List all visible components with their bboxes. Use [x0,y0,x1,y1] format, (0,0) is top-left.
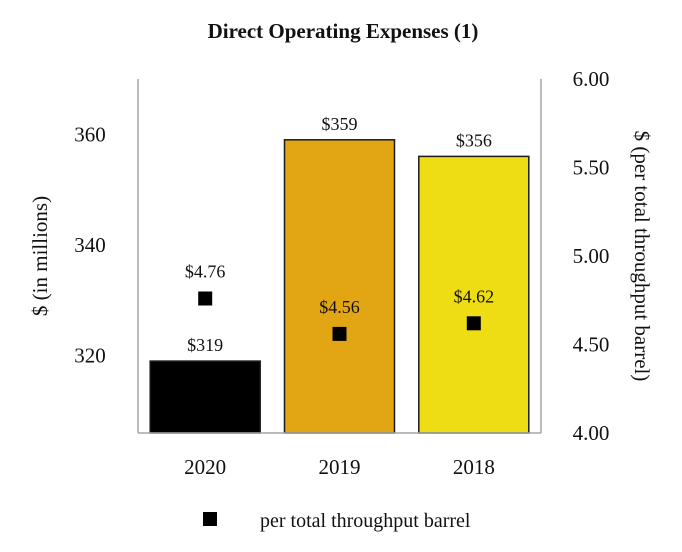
marker-2018 [466,316,481,331]
x-tick-labels: 2020 2019 2018 [184,455,495,479]
right-tick-labels: 4.00 4.50 5.00 5.50 6.00 [573,67,610,445]
marker-label-2019: $4.56 [319,297,360,317]
bar-label-2019: $359 [322,114,358,134]
right-tick-6.00: 6.00 [573,67,610,91]
y-axis-label: $ (in millions) [28,196,52,316]
bar-group: $319 $359 $356 [149,114,530,434]
marker-group: $4.76 $4.56 $4.62 [185,262,494,341]
y2-axis-label: $ (per total throughput barrel) [630,131,654,382]
marker-2019 [332,326,347,341]
right-tick-4.50: 4.50 [573,333,610,357]
bar-2019 [283,139,396,434]
bar-label-2020: $319 [187,335,223,355]
marker-label-2020: $4.76 [185,262,226,282]
left-tick-340: 340 [74,233,106,257]
bar-2018 [418,155,530,434]
left-tick-320: 320 [74,344,106,368]
left-tick-labels: 320 340 360 [74,122,106,367]
bar-2020 [149,360,261,434]
right-tick-5.00: 5.00 [573,244,610,268]
x-tick-2019: 2019 [319,455,361,479]
marker-label-2018: $4.62 [454,286,495,306]
right-tick-4.00: 4.00 [573,421,610,445]
chart-title: Direct Operating Expenses (1) [208,19,479,43]
legend-label: per total throughput barrel [260,510,471,532]
x-tick-2018: 2018 [453,455,495,479]
bar-label-2018: $356 [456,130,492,150]
legend-marker-icon [203,512,217,526]
marker-2020 [198,291,213,306]
right-tick-5.50: 5.50 [573,156,610,180]
left-tick-360: 360 [74,122,106,146]
x-tick-2020: 2020 [184,455,226,479]
legend: per total throughput barrel [203,510,471,532]
